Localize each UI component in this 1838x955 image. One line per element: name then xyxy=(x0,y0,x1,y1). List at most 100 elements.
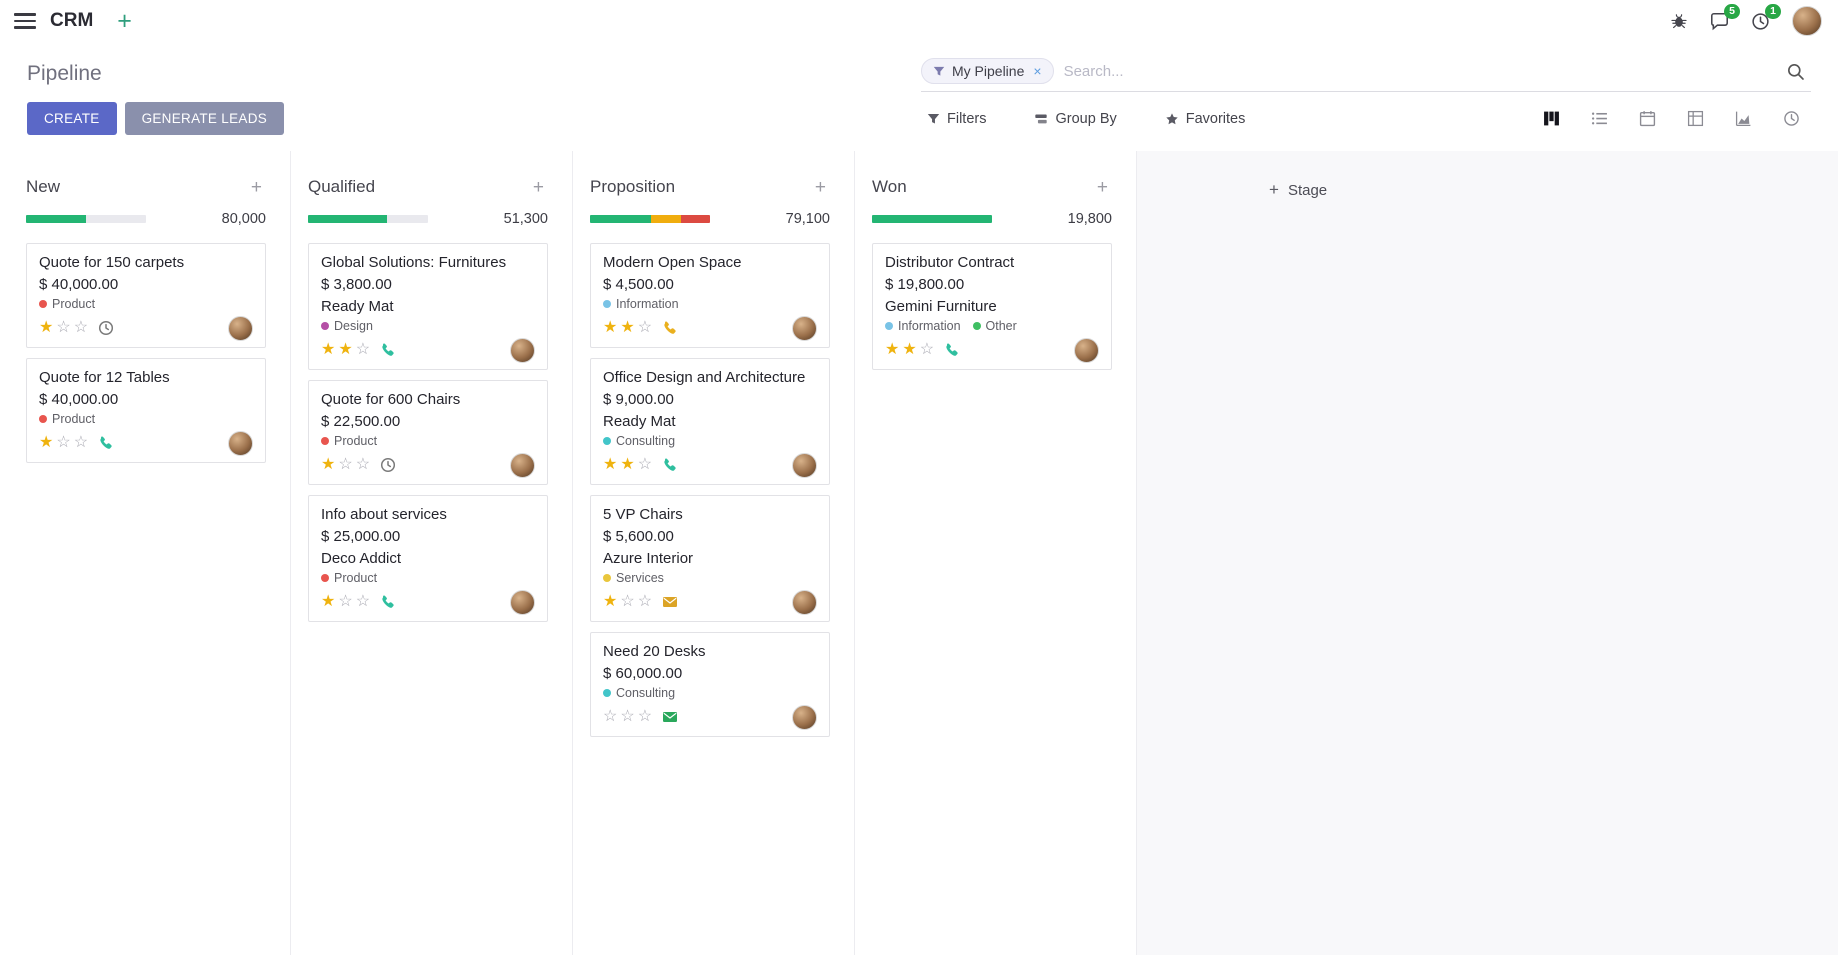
column-progressbar[interactable] xyxy=(590,215,710,223)
view-pivot-button[interactable] xyxy=(1675,103,1715,135)
priority-star[interactable]: ☆ xyxy=(919,341,935,358)
priority-star[interactable]: ☆ xyxy=(355,593,371,610)
salesperson-avatar[interactable] xyxy=(510,452,535,478)
add-stage-button[interactable]: + Stage xyxy=(1263,179,1333,201)
priority-star[interactable]: ☆ xyxy=(56,319,71,336)
messages-icon[interactable]: 5 xyxy=(1710,3,1740,31)
priority-star[interactable]: ★ xyxy=(620,319,635,336)
view-list-button[interactable] xyxy=(1579,103,1619,135)
card-tags: Consulting xyxy=(603,686,817,700)
activity-clock-icon[interactable] xyxy=(98,320,114,336)
view-kanban-button[interactable] xyxy=(1531,103,1571,135)
priority-star[interactable]: ☆ xyxy=(56,434,71,451)
priority-star[interactable]: ★ xyxy=(321,593,336,610)
progress-segment[interactable] xyxy=(308,215,388,223)
card-amount: $ 40,000.00 xyxy=(39,276,119,293)
salesperson-avatar[interactable] xyxy=(1074,337,1099,363)
progress-segment[interactable] xyxy=(651,215,682,223)
column-progressbar[interactable] xyxy=(872,215,992,223)
progress-segment[interactable] xyxy=(26,215,86,223)
kanban-card[interactable]: Modern Open Space $ 4,500.00 Information… xyxy=(590,243,830,348)
activity-phone-icon[interactable] xyxy=(944,342,960,358)
progress-segment[interactable] xyxy=(590,215,652,223)
search-input[interactable] xyxy=(1053,58,1780,84)
salesperson-avatar[interactable] xyxy=(792,589,817,615)
search-toolbar: Filters Group By Favorites xyxy=(921,103,1811,135)
activity-clock-icon[interactable] xyxy=(380,457,396,473)
priority-star[interactable]: ☆ xyxy=(73,319,89,336)
priority-star[interactable]: ☆ xyxy=(620,708,635,725)
kanban-card[interactable]: Office Design and Architecture $ 9,000.0… xyxy=(590,358,830,485)
priority-star[interactable]: ★ xyxy=(603,319,618,336)
priority-star[interactable]: ★ xyxy=(603,456,618,473)
kanban-card[interactable]: Quote for 600 Chairs $ 22,500.00 Product… xyxy=(308,380,548,485)
activity-phone-icon[interactable] xyxy=(662,320,678,336)
priority-star[interactable]: ☆ xyxy=(338,593,353,610)
app-name[interactable]: CRM xyxy=(50,10,94,31)
priority-star[interactable]: ★ xyxy=(39,434,54,451)
priority-star[interactable]: ☆ xyxy=(355,456,371,473)
priority-star[interactable]: ☆ xyxy=(637,319,653,336)
activity-phone-icon[interactable] xyxy=(380,594,396,610)
priority-star[interactable]: ☆ xyxy=(620,593,635,610)
priority-star[interactable]: ☆ xyxy=(637,708,653,725)
view-graph-button[interactable] xyxy=(1723,103,1763,135)
debug-bug-icon[interactable] xyxy=(1670,12,1688,30)
priority-star[interactable]: ★ xyxy=(321,456,336,473)
kanban-card[interactable]: Need 20 Desks $ 60,000.00 Consulting ☆ ☆ ☆ xyxy=(590,632,830,737)
priority-star[interactable]: ★ xyxy=(338,341,353,358)
priority-star[interactable]: ★ xyxy=(321,341,336,358)
quick-add-icon[interactable]: + xyxy=(111,8,138,35)
priority-star[interactable]: ☆ xyxy=(637,593,653,610)
priority-star[interactable]: ☆ xyxy=(603,708,618,725)
priority-star[interactable]: ★ xyxy=(603,593,618,610)
progress-segment[interactable] xyxy=(681,215,710,223)
activity-envelope-icon[interactable] xyxy=(662,709,678,725)
priority-star[interactable]: ★ xyxy=(620,456,635,473)
activities-clock-icon[interactable]: 1 xyxy=(1751,3,1781,31)
activity-phone-icon[interactable] xyxy=(662,457,678,473)
activity-envelope-icon[interactable] xyxy=(662,594,678,610)
user-avatar[interactable] xyxy=(1792,6,1822,36)
generate-leads-button[interactable]: GENERATE LEADS xyxy=(124,102,285,135)
kanban-card[interactable]: Info about services $ 25,000.00 Deco Add… xyxy=(308,495,548,622)
kanban-card[interactable]: Quote for 12 Tables $ 40,000.00 Product … xyxy=(26,358,266,463)
kanban-card[interactable]: Distributor Contract $ 19,800.00 Gemini … xyxy=(872,243,1112,370)
search-icon[interactable] xyxy=(1780,61,1811,82)
column-quick-add-icon[interactable]: + xyxy=(1093,178,1112,197)
priority-star[interactable]: ☆ xyxy=(73,434,89,451)
kanban-card[interactable]: Quote for 150 carpets $ 40,000.00 Produc… xyxy=(26,243,266,348)
salesperson-avatar[interactable] xyxy=(228,315,253,341)
activity-phone-icon[interactable] xyxy=(380,342,396,358)
kanban-card[interactable]: Global Solutions: Furnitures $ 3,800.00 … xyxy=(308,243,548,370)
column-quick-add-icon[interactable]: + xyxy=(247,178,266,197)
view-calendar-button[interactable] xyxy=(1627,103,1667,135)
filters-button[interactable]: Filters xyxy=(921,110,992,128)
column-progressbar[interactable] xyxy=(26,215,146,223)
salesperson-avatar[interactable] xyxy=(792,315,817,341)
priority-star[interactable]: ☆ xyxy=(338,456,353,473)
priority-star[interactable]: ★ xyxy=(39,319,54,336)
salesperson-avatar[interactable] xyxy=(792,704,817,730)
salesperson-avatar[interactable] xyxy=(510,337,535,363)
group-by-button[interactable]: Group By xyxy=(1028,110,1122,128)
facet-remove-icon[interactable]: × xyxy=(1033,63,1042,79)
view-activity-button[interactable] xyxy=(1771,103,1811,135)
progress-segment[interactable] xyxy=(872,215,992,223)
salesperson-avatar[interactable] xyxy=(228,430,253,456)
priority-star[interactable]: ★ xyxy=(885,341,900,358)
salesperson-avatar[interactable] xyxy=(792,452,817,478)
priority-star[interactable]: ★ xyxy=(902,341,917,358)
activity-phone-icon[interactable] xyxy=(98,435,114,451)
favorites-button[interactable]: Favorites xyxy=(1159,110,1252,128)
column-quick-add-icon[interactable]: + xyxy=(811,178,830,197)
priority-star[interactable]: ☆ xyxy=(355,341,371,358)
column-progressbar[interactable] xyxy=(308,215,428,223)
search-facet[interactable]: My Pipeline × xyxy=(921,58,1054,84)
apps-menu-icon[interactable] xyxy=(14,13,36,29)
kanban-card[interactable]: 5 VP Chairs $ 5,600.00 Azure Interior Se… xyxy=(590,495,830,622)
column-quick-add-icon[interactable]: + xyxy=(529,178,548,197)
salesperson-avatar[interactable] xyxy=(510,589,535,615)
priority-star[interactable]: ☆ xyxy=(637,456,653,473)
create-button[interactable]: CREATE xyxy=(27,102,117,135)
